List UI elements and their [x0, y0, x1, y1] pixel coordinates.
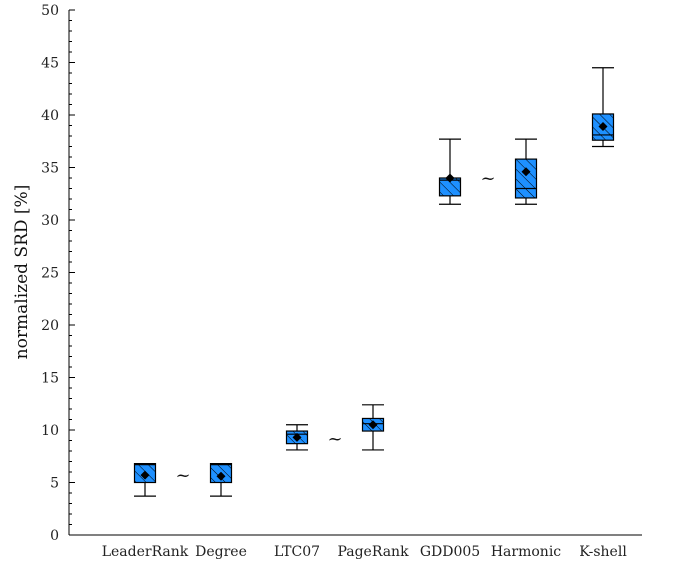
mean-marker — [216, 471, 226, 481]
mean-marker — [521, 167, 531, 177]
mean-marker — [368, 420, 378, 430]
boxes — [133, 67, 615, 497]
box-leaderrank — [133, 463, 157, 497]
x-tick-label: K-shell — [579, 544, 627, 560]
y-tick-label: 0 — [50, 528, 59, 544]
similarity-tilde: ~ — [480, 168, 495, 189]
x-tick-label: Degree — [195, 544, 247, 560]
y-axis-label: normalized SRD [%] — [12, 185, 32, 360]
y-tick-label: 45 — [41, 56, 59, 72]
box-gdd005 — [438, 138, 462, 205]
x-tick-label: Harmonic — [491, 544, 561, 560]
box-degree — [209, 463, 233, 497]
y-tick-label: 10 — [41, 423, 59, 439]
annotations: ~ ~ ~ — [175, 168, 495, 486]
y-tick-label: 25 — [41, 266, 59, 282]
box-k-shell — [591, 67, 615, 148]
mean-marker — [598, 122, 608, 132]
y-tick-label: 50 — [41, 3, 59, 19]
x-tick-label: LTC07 — [274, 544, 320, 560]
box-harmonic — [514, 138, 538, 205]
mean-marker — [140, 470, 150, 480]
y-tick-label: 20 — [41, 318, 59, 334]
mean-marker — [292, 432, 302, 442]
mean-marker — [445, 173, 455, 183]
axes: 0 5 10 15 20 25 30 35 40 45 50 LeaderRank Degree LTC0… — [41, 3, 642, 560]
similarity-tilde: ~ — [175, 465, 190, 486]
similarity-tilde: ~ — [327, 428, 342, 449]
box-pagerank — [361, 404, 385, 451]
box-ltc07 — [285, 424, 309, 451]
x-tick-label: LeaderRank — [102, 544, 189, 560]
x-tick-label: GDD005 — [420, 544, 480, 560]
iqr-box — [514, 158, 538, 199]
y-tick-label: 40 — [41, 108, 59, 124]
x-tick-label: PageRank — [337, 544, 409, 560]
y-tick-label: 30 — [41, 213, 59, 229]
y-tick-label: 5 — [50, 476, 59, 492]
y-tick-label: 15 — [41, 371, 59, 387]
y-tick-label: 35 — [41, 161, 59, 177]
